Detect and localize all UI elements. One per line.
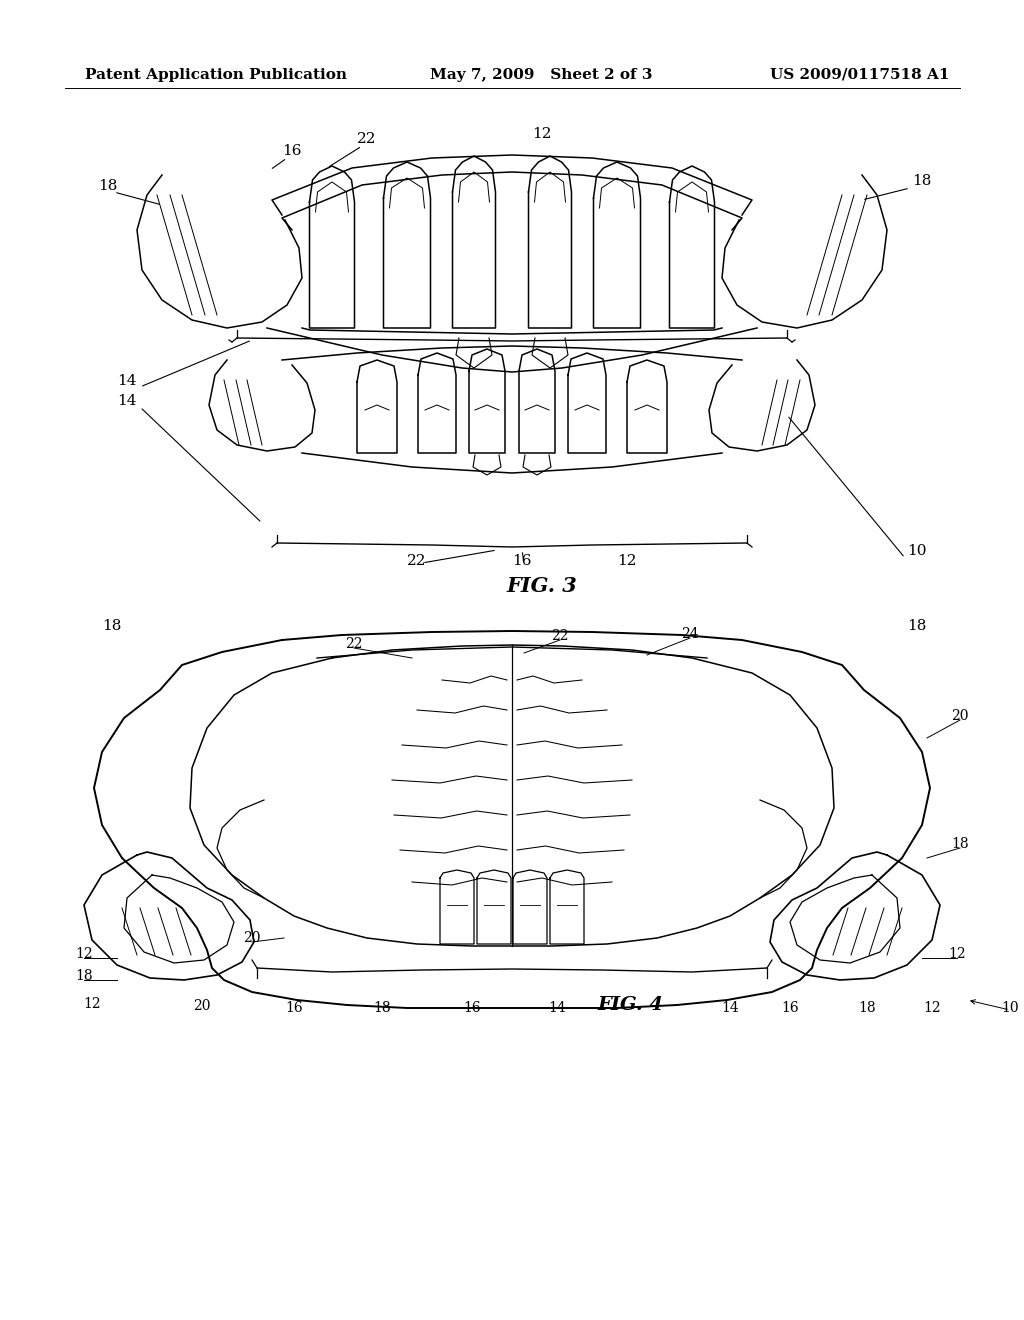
Text: US 2009/0117518 A1: US 2009/0117518 A1 xyxy=(770,69,950,82)
Text: 18: 18 xyxy=(912,174,932,187)
Text: 16: 16 xyxy=(463,1001,481,1015)
Text: Patent Application Publication: Patent Application Publication xyxy=(85,69,347,82)
Text: 16: 16 xyxy=(781,1001,799,1015)
Text: 20: 20 xyxy=(244,931,261,945)
Text: May 7, 2009   Sheet 2 of 3: May 7, 2009 Sheet 2 of 3 xyxy=(430,69,652,82)
Text: 12: 12 xyxy=(617,554,637,568)
Text: 12: 12 xyxy=(532,127,552,141)
Text: 14: 14 xyxy=(118,374,137,388)
Text: 12: 12 xyxy=(948,946,966,961)
Text: 22: 22 xyxy=(345,638,362,651)
Text: 22: 22 xyxy=(408,554,427,568)
Text: 24: 24 xyxy=(681,627,698,642)
Text: 18: 18 xyxy=(75,969,93,983)
Text: FIG. 4: FIG. 4 xyxy=(597,997,663,1014)
Text: 16: 16 xyxy=(512,554,531,568)
Text: 18: 18 xyxy=(97,180,117,193)
Text: 12: 12 xyxy=(924,1001,941,1015)
Text: 12: 12 xyxy=(75,946,93,961)
Text: 14: 14 xyxy=(118,393,137,408)
Text: 18: 18 xyxy=(858,1001,876,1015)
Text: 14: 14 xyxy=(548,1001,566,1015)
Text: 18: 18 xyxy=(102,619,122,634)
Text: 18: 18 xyxy=(951,837,969,851)
Text: 22: 22 xyxy=(357,132,377,147)
Text: FIG. 3: FIG. 3 xyxy=(507,576,578,597)
Text: 12: 12 xyxy=(83,997,100,1011)
Text: 20: 20 xyxy=(951,709,969,723)
Text: 20: 20 xyxy=(194,999,211,1012)
Text: 14: 14 xyxy=(721,1001,739,1015)
Text: 18: 18 xyxy=(907,619,927,634)
Text: 18: 18 xyxy=(373,1001,391,1015)
Text: 10: 10 xyxy=(1001,1001,1019,1015)
Text: 22: 22 xyxy=(551,630,568,643)
Text: 10: 10 xyxy=(907,544,927,558)
Text: 16: 16 xyxy=(286,1001,303,1015)
Text: 16: 16 xyxy=(283,144,302,158)
